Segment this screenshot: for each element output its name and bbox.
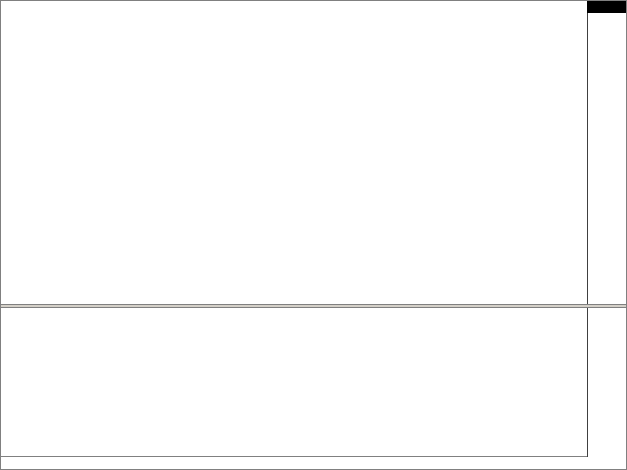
price-axis[interactable] (587, 1, 626, 304)
gator-canvas[interactable] (1, 308, 587, 457)
panel-divider[interactable] (1, 304, 626, 308)
gator-indicator-plot[interactable] (1, 308, 587, 457)
price-chart-canvas[interactable] (1, 1, 587, 304)
current-price-tag (587, 1, 626, 13)
time-axis[interactable] (1, 457, 626, 469)
indicator-axis[interactable] (587, 308, 626, 457)
main-chart-plot[interactable] (1, 1, 587, 304)
